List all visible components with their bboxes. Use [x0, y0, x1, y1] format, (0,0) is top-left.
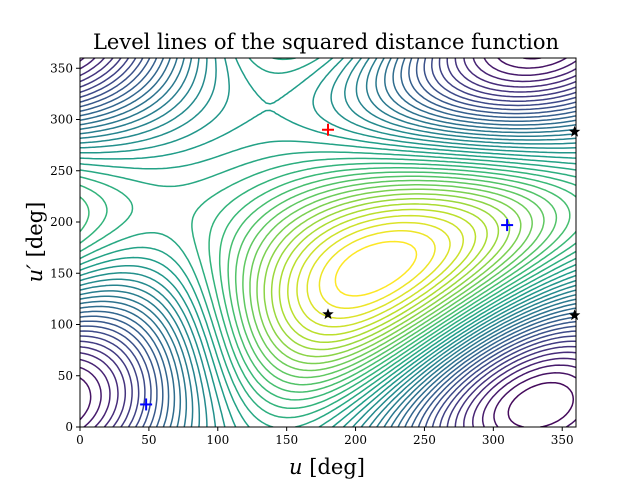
- min-point-marker: [140, 398, 153, 411]
- contour-lines: [80, 58, 576, 427]
- y-tick-label: 50: [58, 369, 73, 383]
- y-axis-label: u′ [deg]: [23, 202, 47, 283]
- contour-level: [80, 58, 576, 427]
- contour-level: [256, 188, 522, 365]
- contour-level: [80, 58, 576, 427]
- contour-level: [263, 193, 511, 358]
- y-tick-label: 150: [50, 266, 73, 280]
- x-tick-label: 150: [275, 433, 298, 447]
- y-tick-label: 200: [50, 215, 73, 229]
- saddle-point-marker: [322, 308, 334, 320]
- contour-level: [249, 184, 533, 372]
- contour-level: [234, 175, 558, 386]
- contour-level: [80, 58, 576, 427]
- contour-level: [80, 58, 576, 427]
- x-tick-label: 50: [141, 433, 156, 447]
- x-tick-label: 200: [344, 433, 367, 447]
- y-tick-label: 250: [50, 164, 73, 178]
- x-axis-label: u [deg]: [289, 455, 365, 479]
- contour-level: [80, 58, 576, 427]
- saddle-point-marker: [568, 309, 581, 321]
- contour-level: [80, 58, 576, 427]
- y-tick-label: 0: [65, 420, 73, 434]
- y-axis-label-unit: [deg]: [23, 202, 47, 258]
- contour-level: [270, 198, 500, 351]
- chart-title: Level lines of the squared distance func…: [93, 30, 559, 54]
- contour-level: [80, 58, 576, 427]
- axes-frame: [79, 57, 577, 428]
- contour-level: [227, 171, 571, 393]
- x-tick-label: 250: [413, 433, 436, 447]
- contour-level: [80, 58, 576, 427]
- x-tick-label: 350: [551, 433, 574, 447]
- contour-level: [80, 58, 576, 427]
- contour-level: [296, 214, 465, 328]
- max-point-marker: [322, 123, 334, 136]
- contour-level: [80, 58, 576, 427]
- contour-level: [80, 58, 576, 427]
- contour-level: [80, 157, 576, 419]
- contour-level: [80, 58, 576, 427]
- y-tick-label: 100: [50, 318, 73, 332]
- y-axis-label-var: u′: [23, 264, 47, 283]
- contour-level: [80, 58, 576, 427]
- x-axis-label-var: u: [289, 455, 303, 479]
- min-point-marker: [501, 219, 514, 232]
- critical-point-markers: [140, 123, 581, 411]
- x-axis-label-unit: [deg]: [309, 455, 365, 479]
- plot-area: [79, 57, 581, 428]
- contour-level: [318, 230, 436, 310]
- contour-level: [80, 58, 576, 427]
- x-axis-ticks: 0 50 100 150 200 250 300 350: [76, 427, 574, 447]
- y-tick-label: 350: [50, 61, 73, 75]
- contour-level: [80, 167, 576, 401]
- x-tick-label: 300: [482, 433, 505, 447]
- contour-level: [287, 208, 477, 336]
- contour-level: [278, 203, 488, 344]
- x-tick-label: 0: [76, 433, 84, 447]
- contour-level: [80, 58, 576, 427]
- contour-level: [242, 179, 545, 379]
- x-tick-label: 100: [206, 433, 229, 447]
- contour-level: [507, 58, 575, 427]
- contour-level: [334, 240, 418, 297]
- y-tick-label: 300: [50, 113, 73, 127]
- contour-level: [80, 58, 576, 427]
- y-axis-ticks: 0 50 100 150 200 250 300 350: [50, 61, 80, 434]
- saddle-point-marker: [568, 125, 581, 137]
- contour-level: [80, 58, 576, 427]
- contour-level: [80, 58, 576, 427]
